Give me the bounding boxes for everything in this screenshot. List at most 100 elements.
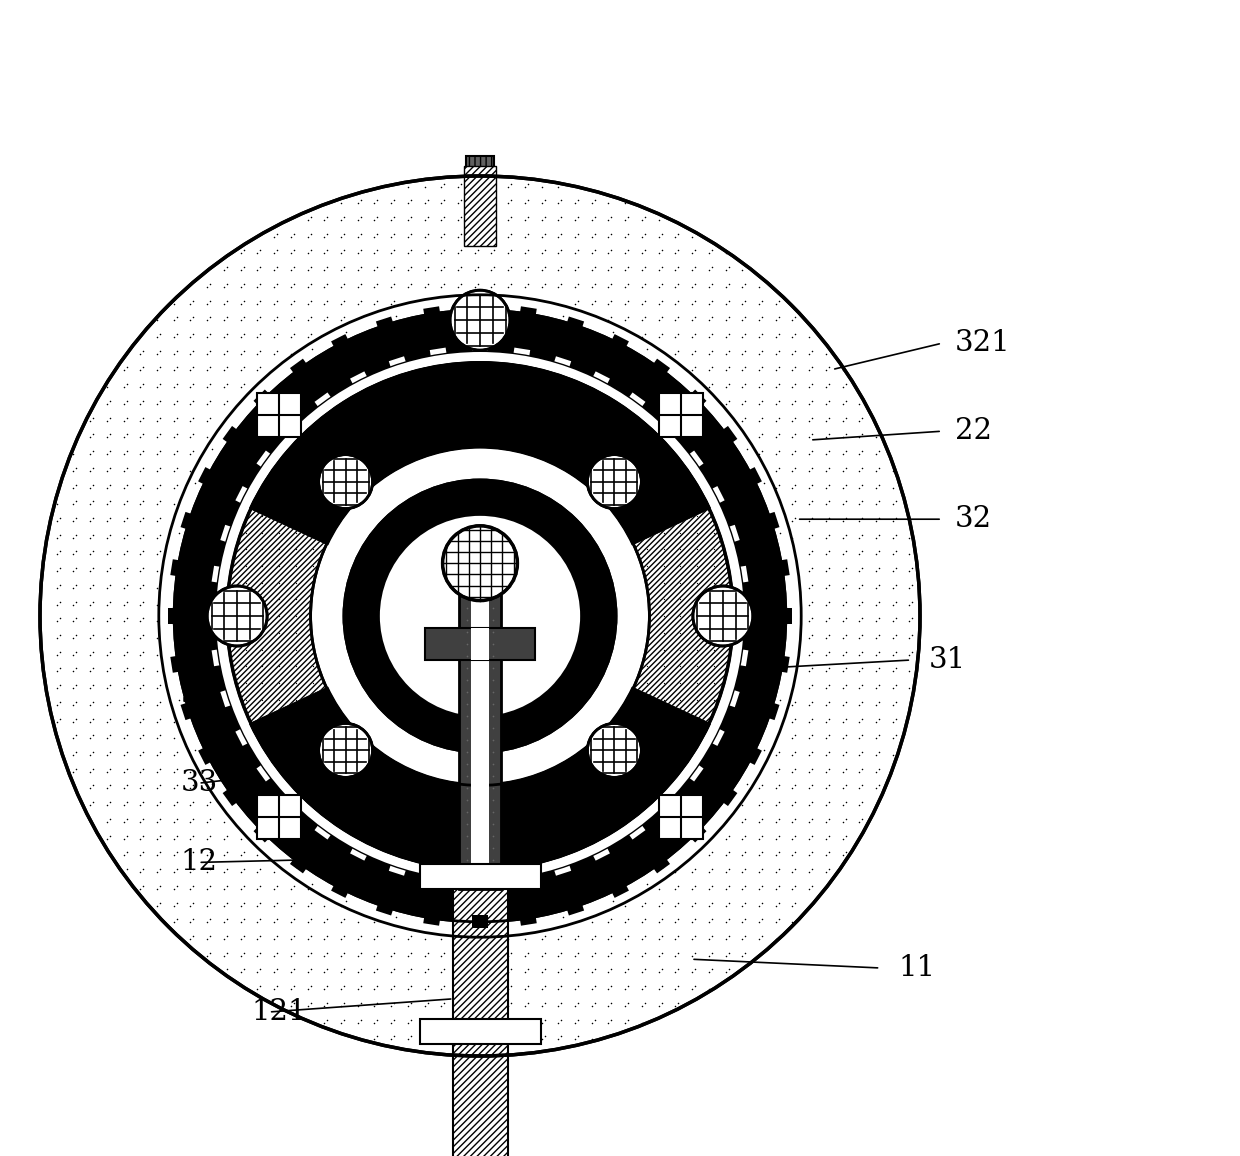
Point <box>849 779 869 798</box>
Point <box>448 528 467 547</box>
Circle shape <box>693 586 753 646</box>
Point <box>515 562 534 580</box>
Point <box>267 943 286 962</box>
Point <box>587 457 606 475</box>
Point <box>50 609 69 628</box>
Point <box>50 576 69 594</box>
Point <box>381 361 401 379</box>
Point <box>852 592 872 610</box>
Point <box>434 943 454 962</box>
Point <box>785 475 805 494</box>
Point <box>632 1014 652 1032</box>
Point <box>303 674 322 692</box>
Point <box>565 929 585 948</box>
Point <box>370 791 389 809</box>
Point <box>666 512 686 531</box>
Point <box>899 679 919 697</box>
Point <box>303 875 322 894</box>
Point <box>715 846 735 865</box>
Point <box>298 779 317 798</box>
Point <box>465 261 485 280</box>
Point <box>782 344 802 363</box>
Point <box>267 961 286 979</box>
Point <box>802 793 822 812</box>
Point <box>620 791 640 809</box>
Point <box>181 896 201 914</box>
Point <box>515 512 534 531</box>
Point <box>482 827 502 845</box>
Point <box>465 679 485 697</box>
Point <box>800 562 820 580</box>
Point <box>735 408 755 427</box>
Point <box>668 224 688 243</box>
Polygon shape <box>656 420 677 439</box>
Point <box>849 595 869 614</box>
Point <box>465 763 485 781</box>
Point <box>733 579 753 598</box>
Point <box>816 612 836 630</box>
Point <box>414 796 434 815</box>
Point <box>702 325 722 343</box>
Point <box>97 528 117 547</box>
Point <box>181 862 201 881</box>
Point <box>184 894 203 912</box>
Point <box>671 473 691 491</box>
Point <box>114 546 134 564</box>
Point <box>83 726 103 744</box>
Point <box>414 210 434 229</box>
Point <box>197 562 217 580</box>
Point <box>582 244 601 262</box>
Point <box>515 361 534 379</box>
Point <box>432 645 451 664</box>
Point <box>264 512 284 531</box>
Point <box>148 328 167 347</box>
Point <box>281 528 301 547</box>
Point <box>818 609 838 628</box>
Point <box>217 307 237 326</box>
Point <box>866 528 885 547</box>
Point <box>334 208 353 227</box>
Point <box>465 361 485 379</box>
Point <box>699 412 719 430</box>
Point <box>785 843 805 861</box>
Point <box>565 562 585 580</box>
Point <box>97 378 117 397</box>
Point <box>81 479 100 497</box>
Point <box>615 344 635 363</box>
Point <box>148 361 167 379</box>
Point <box>264 896 284 914</box>
Point <box>164 846 184 865</box>
Point <box>637 506 657 525</box>
Point <box>635 275 655 294</box>
Point <box>548 612 568 630</box>
Point <box>785 743 805 762</box>
Point <box>666 996 686 1015</box>
Point <box>632 996 652 1015</box>
Point <box>320 707 340 726</box>
Point <box>281 461 301 480</box>
Point <box>398 696 418 714</box>
Point <box>418 1027 438 1045</box>
Point <box>682 763 702 781</box>
Point <box>367 1027 387 1045</box>
Point <box>751 793 771 812</box>
Point <box>666 829 686 847</box>
Point <box>264 929 284 948</box>
Point <box>300 275 320 294</box>
Point <box>458 706 477 725</box>
Point <box>281 947 301 965</box>
Point <box>666 445 686 464</box>
Point <box>267 275 286 294</box>
Point <box>267 258 286 276</box>
Point <box>264 244 284 262</box>
Point <box>281 328 301 347</box>
Point <box>687 707 707 726</box>
Point <box>869 659 889 677</box>
Point <box>181 696 201 714</box>
Point <box>532 796 552 815</box>
Point <box>485 943 505 962</box>
Point <box>800 595 820 614</box>
Point <box>599 428 619 446</box>
Point <box>231 378 250 397</box>
Point <box>599 1014 619 1032</box>
